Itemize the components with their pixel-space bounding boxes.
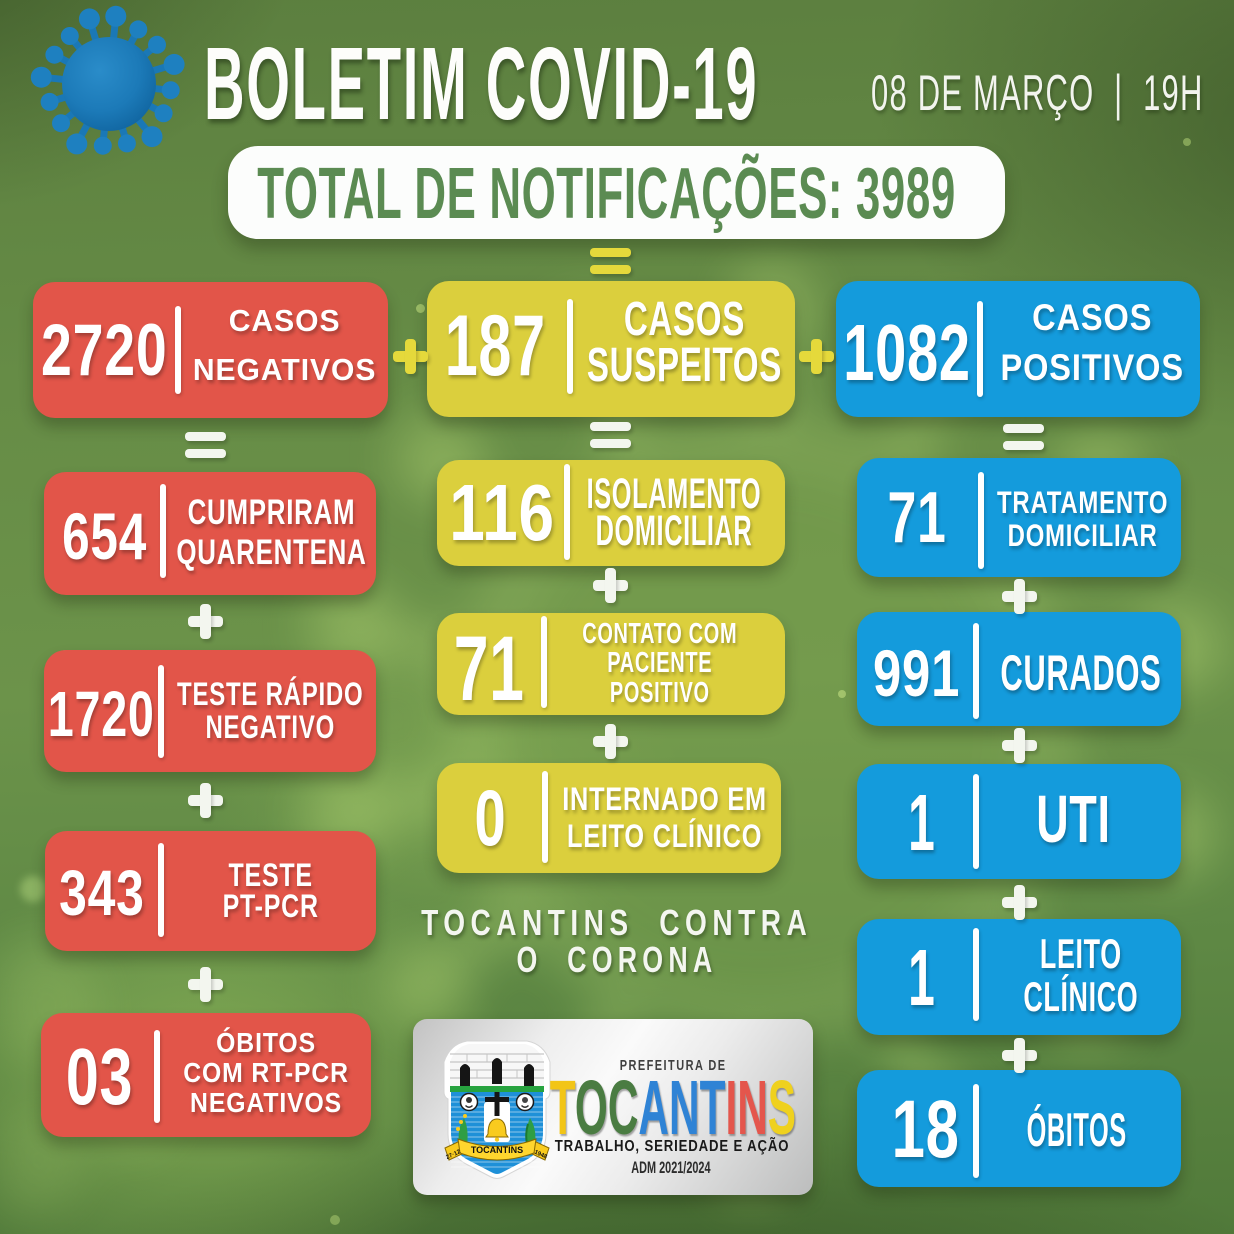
svg-text:TOCANTINS: TOCANTINS: [471, 1145, 523, 1155]
svg-text:1948: 1948: [533, 1150, 548, 1161]
